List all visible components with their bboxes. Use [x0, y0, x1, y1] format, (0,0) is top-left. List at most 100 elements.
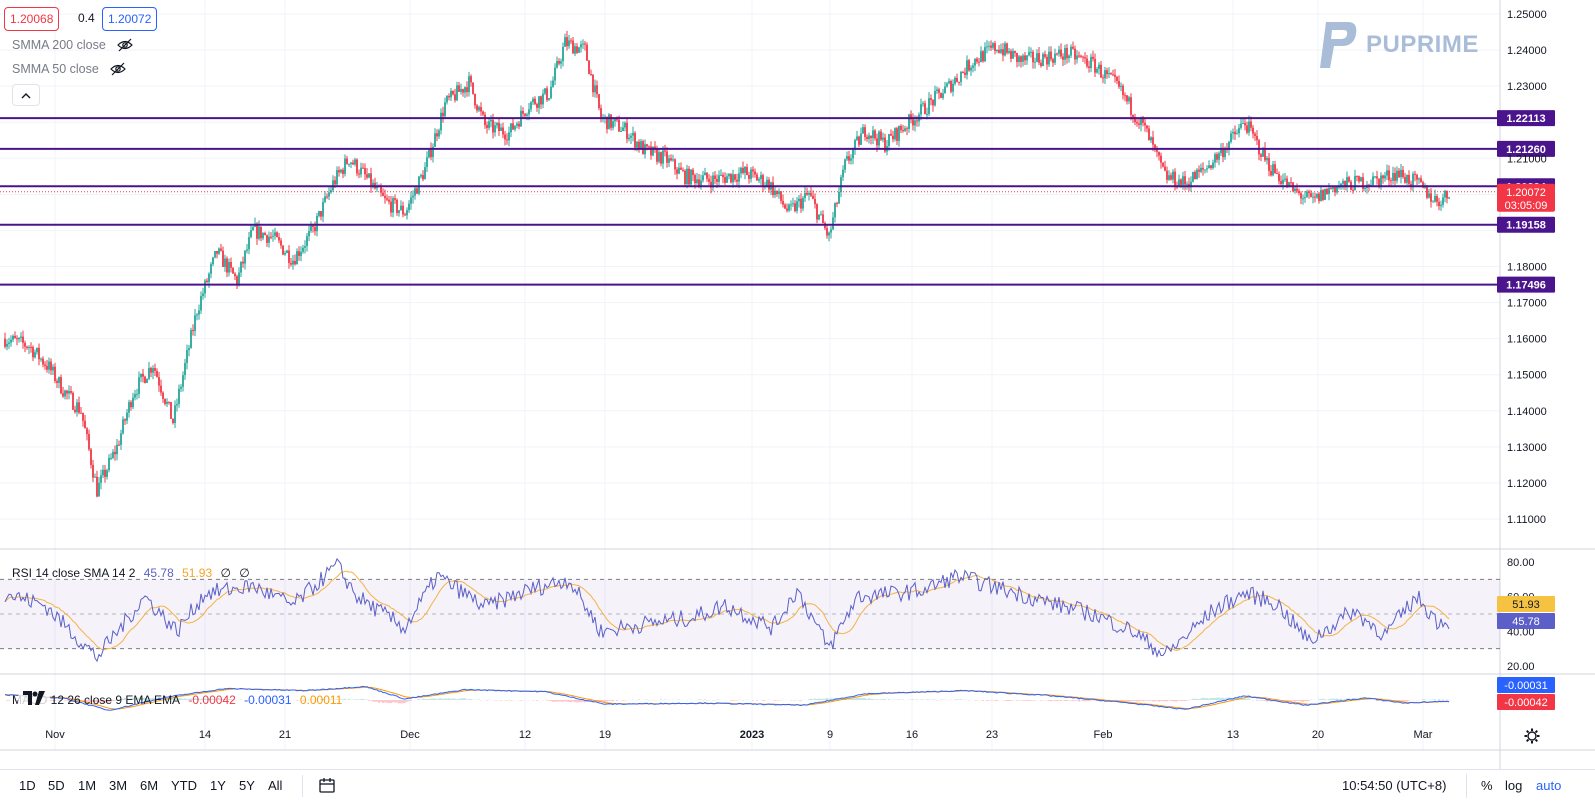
candle-body	[594, 85, 596, 93]
candle-body	[270, 236, 272, 238]
candle-body	[26, 346, 28, 348]
candle-body	[726, 176, 728, 183]
candle-body	[852, 149, 854, 159]
clock-timezone[interactable]: 10:54:50 (UTC+8)	[1342, 778, 1447, 793]
candle-body	[468, 76, 470, 93]
candle-body	[1204, 169, 1206, 171]
smma50-legend[interactable]: SMMA 50 close	[12, 62, 127, 79]
candle-body	[678, 167, 680, 174]
range-1m-button[interactable]: 1M	[78, 778, 97, 793]
candle-body	[1374, 176, 1376, 178]
range-5d-button[interactable]: 5D	[48, 778, 65, 793]
range-all-button[interactable]: All	[268, 778, 283, 793]
range-6m-button[interactable]: 6M	[140, 778, 159, 793]
candle-body	[62, 393, 64, 397]
bid-price-box[interactable]: 1.20068	[4, 7, 60, 31]
candle-body	[164, 398, 166, 404]
candle-body	[938, 89, 940, 93]
macd-legend[interactable]: MACD 12 26 close 9 EMA EMA -0.00042 -0.0…	[12, 693, 347, 707]
candle-body	[194, 315, 196, 331]
candle-body	[904, 128, 906, 131]
level-label-box	[1497, 110, 1555, 127]
candle-body	[846, 156, 848, 160]
smma200-legend[interactable]: SMMA 200 close	[12, 38, 134, 55]
candle-body	[1132, 114, 1134, 118]
candle-body	[426, 157, 428, 168]
candle-body	[1012, 51, 1014, 59]
candle-body	[784, 204, 786, 209]
ask-price-box[interactable]: 1.20072	[102, 7, 158, 31]
candle-body	[68, 391, 70, 394]
candle-body	[268, 236, 270, 243]
candle-body	[16, 338, 18, 340]
candle-body	[434, 133, 436, 147]
auto-scale-toggle[interactable]: auto	[1536, 778, 1562, 793]
rsi-legend[interactable]: RSI 14 close SMA 14 2 45.78 51.93 ∅ ∅	[12, 566, 255, 580]
candle-body	[406, 210, 408, 216]
candle-body	[344, 158, 346, 174]
time-axis-tick: 19	[599, 729, 611, 741]
candle-body	[360, 167, 362, 175]
candle-body	[1360, 177, 1362, 182]
candle-body	[1016, 52, 1018, 63]
candle-body	[246, 249, 248, 251]
candle-body	[1320, 190, 1322, 201]
candle-body	[1304, 197, 1306, 199]
rsi-line	[4, 557, 1450, 663]
candle-body	[1014, 51, 1016, 53]
date-range-icon[interactable]	[318, 777, 336, 800]
candle-body	[670, 158, 672, 161]
candle-body	[282, 245, 284, 255]
candle-body	[1394, 172, 1396, 181]
range-5y-button[interactable]: 5Y	[239, 778, 255, 793]
candle-body	[142, 373, 144, 377]
candle-body	[1272, 164, 1274, 176]
collapse-legend-button[interactable]	[12, 84, 40, 106]
gear-tooth	[1525, 729, 1530, 734]
candle-body	[860, 133, 862, 145]
candle-body	[1072, 46, 1074, 49]
settings-gear-icon[interactable]	[1524, 728, 1540, 744]
range-1d-button[interactable]: 1D	[19, 778, 36, 793]
candle-body	[1334, 187, 1336, 193]
eye-hidden-icon[interactable]	[117, 38, 134, 55]
candle-body	[864, 127, 866, 137]
tradingview-logo[interactable]	[18, 683, 50, 715]
time-axis-tick: 12	[519, 729, 531, 741]
range-1y-button[interactable]: 1Y	[210, 778, 226, 793]
percent-scale-toggle[interactable]: %	[1481, 778, 1493, 793]
eye-hidden-icon[interactable]	[110, 62, 127, 79]
candle-body	[696, 179, 698, 184]
range-ytd-button[interactable]: YTD	[171, 778, 197, 793]
candle-body	[902, 130, 904, 132]
candle-body	[402, 205, 404, 215]
candle-body	[806, 192, 808, 195]
log-scale-toggle[interactable]: log	[1505, 778, 1523, 793]
candle-body	[494, 125, 496, 133]
range-3m-button[interactable]: 3M	[109, 778, 128, 793]
candle-body	[262, 233, 264, 239]
candle-body	[660, 152, 662, 164]
candle-body	[776, 190, 778, 195]
candle-body	[1284, 178, 1286, 180]
candle-body	[954, 77, 956, 84]
candle-body	[1400, 169, 1402, 178]
level-label-box	[1497, 216, 1555, 233]
time-axis-tick: Feb	[1094, 729, 1113, 741]
candle-body	[48, 361, 50, 370]
candle-body	[4, 338, 6, 347]
candle-body	[132, 397, 134, 408]
candle-body	[394, 198, 396, 200]
candle-body	[104, 469, 106, 477]
candle-body	[982, 51, 984, 62]
candle-body	[810, 192, 812, 196]
candle-body	[1242, 123, 1244, 125]
candle-body	[812, 195, 814, 199]
candle-body	[870, 135, 872, 139]
candle-body	[1042, 54, 1044, 66]
macd-hist-badge	[1497, 694, 1555, 710]
candle-body	[558, 60, 560, 64]
candle-body	[1008, 51, 1010, 53]
candle-body	[754, 171, 756, 175]
